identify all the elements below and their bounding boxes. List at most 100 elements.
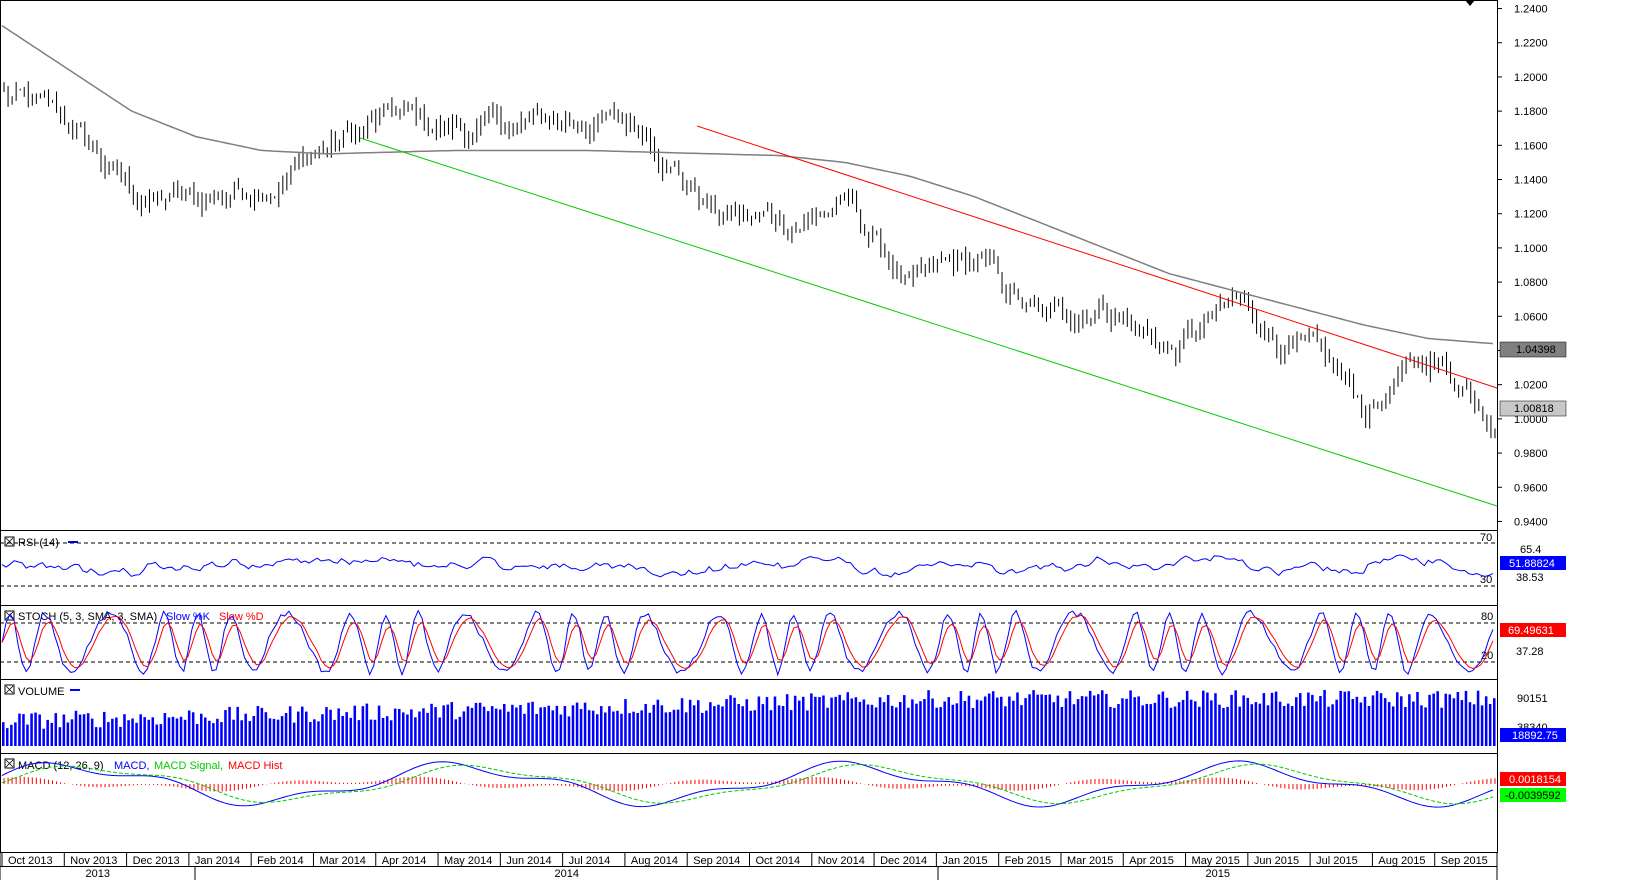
volume-bar — [1226, 706, 1229, 746]
month-label: Sep 2014 — [693, 855, 740, 867]
volume-bar — [450, 702, 454, 746]
stoch-d-label: Slow %D — [219, 611, 264, 623]
volume-bar — [191, 712, 195, 746]
volume-bar — [179, 716, 183, 746]
volume-bar — [70, 719, 74, 746]
month-label: Mar 2014 — [319, 855, 365, 867]
volume-bar — [680, 698, 684, 746]
volume-bar — [1214, 693, 1217, 746]
volume-bar — [438, 717, 441, 746]
volume-bar — [216, 718, 219, 746]
price-tick-label: 1.1600 — [1514, 140, 1548, 152]
stoch-title: STOCH (5, 3, SMA, 3, SMA) — [18, 611, 157, 623]
volume-bar — [1072, 704, 1076, 746]
volume-bar — [1084, 696, 1088, 746]
volume-bar — [519, 705, 522, 746]
volume-close-icon[interactable] — [4, 684, 15, 695]
volume-bar — [155, 724, 159, 746]
month-label: Jan 2014 — [195, 855, 240, 867]
volume-bar — [486, 711, 490, 746]
macd-close-icon[interactable] — [4, 758, 15, 769]
time-axis: Oct 2013 Nov 2013 Dec 2013 Jan 2014 Feb 2014… — [1, 853, 1488, 880]
volume-bar — [1290, 706, 1294, 746]
last-price-text: 1.00818 — [1514, 403, 1554, 415]
volume-bar — [648, 712, 652, 746]
volume-bar — [947, 697, 951, 746]
volume-bar — [329, 709, 332, 746]
volume-bar — [99, 727, 102, 746]
macd-histogram — [3, 776, 1496, 792]
volume-bar — [1379, 693, 1383, 746]
volume-bar — [612, 711, 615, 746]
lower-trendline[interactable] — [359, 137, 1498, 507]
volume-bar — [664, 712, 668, 746]
volume-bar — [535, 714, 538, 746]
volume-bar — [814, 696, 817, 746]
rsi-value-text: 51.88824 — [1509, 558, 1555, 570]
volume-bar — [458, 716, 462, 746]
month-label: May 2014 — [444, 855, 492, 867]
volume-bar — [135, 722, 138, 746]
volume-bar — [94, 727, 98, 746]
stoch-value-tag — [1500, 623, 1566, 637]
volume-bar — [911, 699, 914, 746]
volume-bar — [66, 722, 70, 746]
rsi-close-icon[interactable] — [4, 536, 15, 547]
volume-bar — [628, 713, 631, 746]
volume-bar — [398, 709, 401, 746]
volume-bar — [753, 710, 757, 746]
volume-bar — [983, 696, 987, 746]
price-tick-label: 1.0600 — [1514, 311, 1548, 323]
volume-bar — [713, 706, 716, 746]
volume-bar — [1060, 707, 1064, 746]
volume-bar — [1282, 705, 1286, 746]
volume-bar — [769, 710, 773, 746]
volume-bar — [955, 703, 959, 746]
upper-trendline[interactable] — [696, 125, 1498, 389]
month-label: Jan 2015 — [942, 855, 987, 867]
macd-signal-line — [1, 763, 1494, 805]
volume-bar — [499, 709, 502, 746]
volume-bar — [131, 718, 134, 746]
volume-bar — [862, 699, 866, 746]
volume-bar — [1004, 706, 1007, 746]
volume-bar — [288, 706, 292, 746]
volume-bar — [74, 710, 78, 746]
volume-bar — [729, 695, 732, 746]
volume-bar — [692, 705, 696, 746]
volume-bar — [571, 705, 575, 746]
volume-bar — [1319, 696, 1322, 746]
volume-bar — [923, 699, 926, 746]
year-label: 2015 — [1206, 868, 1230, 880]
volume-bar — [903, 695, 906, 746]
rsi-line — [1, 554, 1494, 578]
month-label: Feb 2014 — [257, 855, 303, 867]
volume-bar — [1040, 694, 1043, 746]
volume-bar — [846, 692, 850, 746]
volume-bar — [22, 714, 25, 746]
volume-bar — [490, 706, 494, 746]
volume-bar — [268, 718, 272, 746]
volume-bar — [1367, 706, 1371, 746]
volume-bar — [810, 693, 813, 746]
volume-bar — [967, 695, 971, 746]
volume-bar — [393, 708, 397, 746]
volume-bar — [656, 699, 660, 746]
month-label: Dec 2014 — [880, 855, 927, 867]
volume-bar — [1448, 694, 1452, 746]
volume-bar — [236, 706, 239, 746]
volume-bar — [963, 701, 967, 746]
volume-bar — [1218, 704, 1221, 746]
scroll-marker-icon[interactable] — [1465, 0, 1475, 6]
month-label: May 2015 — [1192, 855, 1240, 867]
volume-bar — [6, 728, 9, 746]
volume-bar — [725, 699, 728, 746]
volume-bar — [781, 706, 785, 746]
stoch-close-icon[interactable] — [4, 610, 15, 621]
volume-bar — [1121, 698, 1124, 746]
price-tick-label: 1.0200 — [1514, 380, 1548, 392]
volume-bar — [1416, 692, 1419, 746]
volume-bar — [858, 701, 862, 746]
macd-hist-label: MACD Hist — [228, 760, 282, 772]
